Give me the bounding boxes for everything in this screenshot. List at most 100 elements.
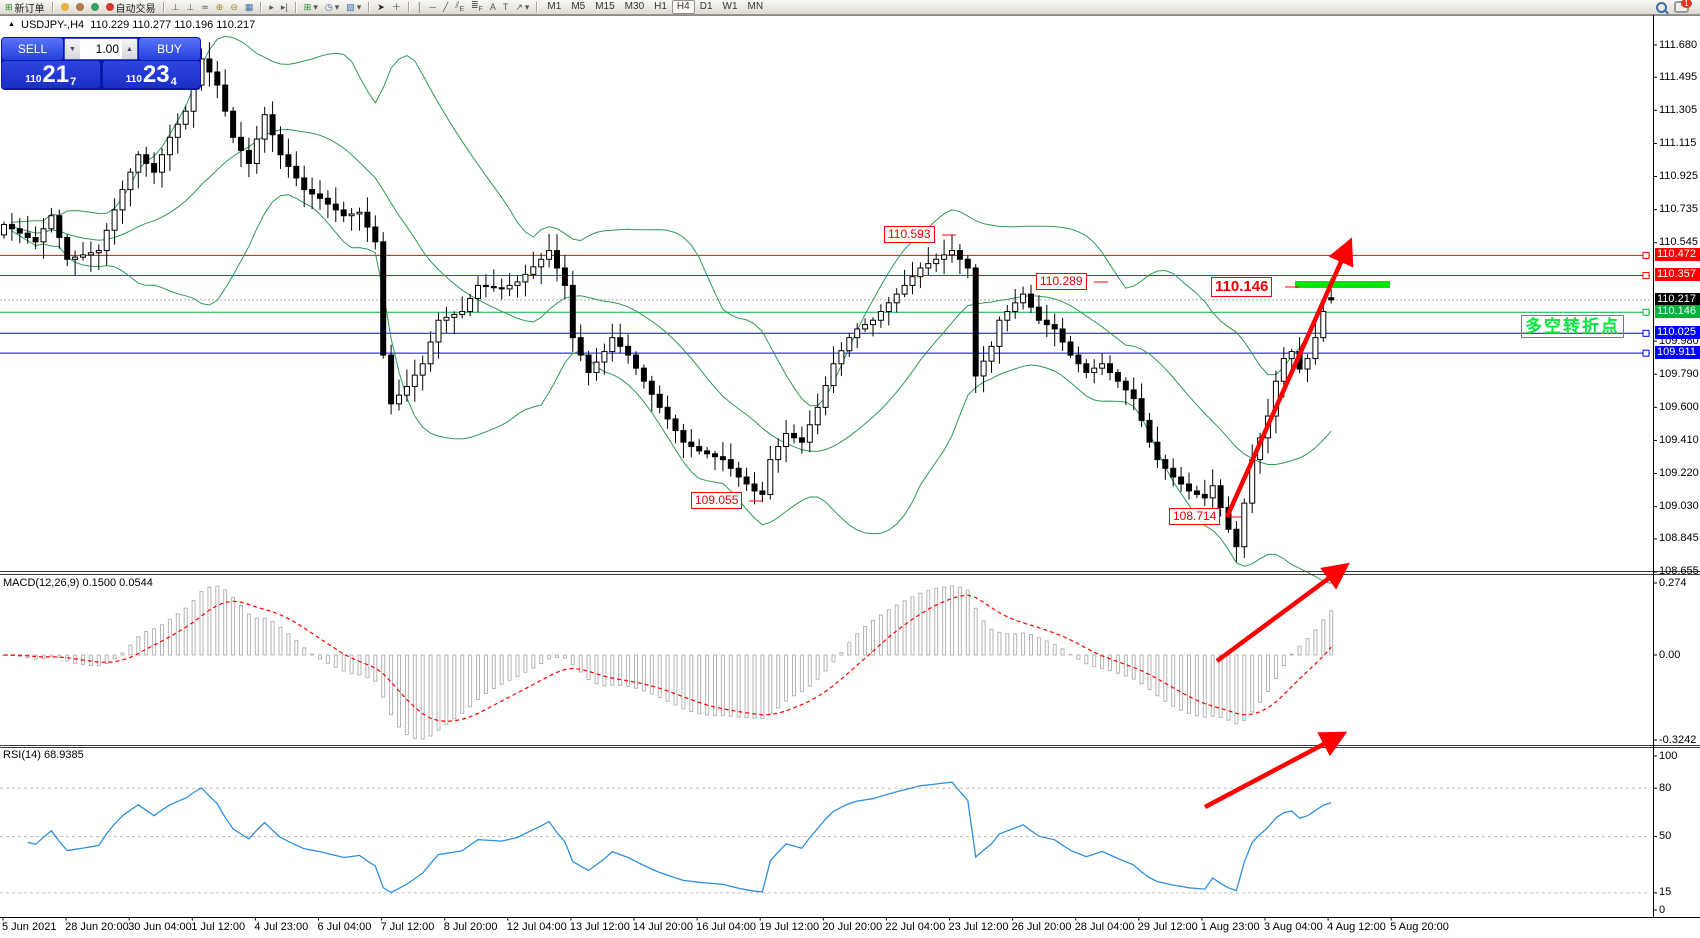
toolbar-separator <box>368 1 371 13</box>
time-axis-label: 23 Jul 12:00 <box>948 921 1009 933</box>
time-axis-label: 4 Aug 12:00 <box>1327 921 1386 933</box>
toolbar-separator <box>51 1 54 13</box>
timeframe-button-d1[interactable]: D1 <box>699 1 713 12</box>
fibonacci-tool[interactable]: ≣F <box>468 0 486 14</box>
crosshair-tool[interactable]: ＋ <box>389 1 404 14</box>
price-axis-tick: 109.790 <box>1659 367 1699 380</box>
macd-label: MACD(12,26,9) 0.1500 0.0544 <box>3 577 153 589</box>
buy-button[interactable]: BUY <box>139 38 200 60</box>
notifications-button[interactable]: 1 <box>1671 0 1692 14</box>
cursor-tool[interactable]: ➤ <box>374 1 388 14</box>
text-label-icon: T <box>502 1 509 12</box>
timeframe-button-m5[interactable]: M5 <box>571 1 586 12</box>
timeframe-button-m30[interactable]: M30 <box>624 1 645 12</box>
vertical-line-icon: │ <box>416 1 423 12</box>
time-axis-label: 3 Aug 04:00 <box>1264 921 1323 933</box>
macd-axis-tick: 0.274 <box>1659 576 1687 589</box>
rsi-axis-tick: 15 <box>1659 886 1672 899</box>
indicators-button[interactable]: ⊥ <box>169 1 183 14</box>
price-annotation-110-593[interactable]: 110.593 <box>884 226 935 243</box>
auto-scroll-icon: ▸ <box>269 1 274 12</box>
sell-price-button[interactable]: 110 21 7 <box>2 61 100 88</box>
time-axis-label: 28 Jul 04:00 <box>1074 921 1135 933</box>
data-window-icon: ⊥ <box>186 1 195 12</box>
new-chart-dropdown[interactable]: ⊞ ▾ <box>301 1 321 14</box>
new-order-label: 新订单 <box>14 3 45 15</box>
channel-tool[interactable]: ⫽E <box>452 0 467 14</box>
price-annotation-110-289[interactable]: 110.289 <box>1036 273 1087 290</box>
price-annotation-109-055[interactable]: 109.055 <box>691 492 743 509</box>
price-axis-tick: 111.305 <box>1659 103 1698 116</box>
zoom-in-icon: ⊕ <box>215 1 224 12</box>
timeframe-button-m1[interactable]: M1 <box>547 1 562 12</box>
timeframe-button-m15[interactable]: M15 <box>595 1 615 12</box>
price-annotation-108-714[interactable]: 108.714 <box>1169 508 1221 525</box>
time-axis-label: 7 Jul 12:00 <box>380 921 435 933</box>
zoom-in-button[interactable]: ⊕ <box>213 1 227 14</box>
data-window-button[interactable]: ⊥ <box>183 1 197 14</box>
text-label-tool[interactable]: T <box>500 1 512 14</box>
notification-badge: 1 <box>1681 0 1692 8</box>
chart-ohlc-values: 110.229 110.277 110.196 110.217 <box>90 19 256 31</box>
timeframe-button-w1[interactable]: W1 <box>722 1 738 12</box>
arrows-dropdown[interactable]: ↗ ▾ <box>512 1 532 14</box>
new-order-button[interactable]: ⊞ 新订单 <box>2 1 48 15</box>
chart-symbol-period: USDJPY-,H4 <box>21 19 85 31</box>
buy-price-button[interactable]: 110 23 4 <box>102 61 200 88</box>
volume-decrease-button[interactable]: ▼ <box>65 39 80 59</box>
timeframe-button-h4[interactable]: H4 <box>671 0 695 14</box>
price-annotation-110-146[interactable]: 110.146 <box>1211 277 1273 297</box>
auto-scroll-button[interactable]: ▸ <box>266 1 277 14</box>
chart-shift-icon: ▸| <box>280 1 288 12</box>
volume-input[interactable]: 1.00 <box>80 39 122 59</box>
toolbar-separator <box>536 1 539 13</box>
chevron-down-icon: ▾ <box>334 1 340 12</box>
price-axis-tick: 110.925 <box>1659 170 1698 183</box>
tile-windows-button[interactable]: ▦ <box>242 1 257 14</box>
one-click-trading-panel: SELL ▼ 1.00 ▲ BUY 110 21 7 110 23 4 <box>1 37 201 90</box>
trendline-tool[interactable]: ╱ <box>440 1 451 14</box>
time-axis-label: 12 Jul 04:00 <box>506 921 567 933</box>
styler-button[interactable] <box>58 1 72 14</box>
collapse-triangle-icon: ▲ <box>8 21 15 28</box>
crosshair-icon: ＋ <box>391 1 401 12</box>
timeframe-button-mn[interactable]: MN <box>747 1 764 12</box>
vertical-line-tool[interactable]: │ <box>414 1 426 14</box>
profile-button[interactable] <box>73 1 87 14</box>
indicators-icon: ⊥ <box>171 1 180 12</box>
search-button[interactable] <box>1653 1 1670 14</box>
timeframe-button-h1[interactable]: H1 <box>654 1 667 12</box>
macd-axis-tick: -0.3242 <box>1659 733 1697 746</box>
time-axis-label: 16 Jul 04:00 <box>696 921 757 933</box>
autotrade-button[interactable]: 自动交易 <box>103 1 159 15</box>
sell-price-pip: 7 <box>70 76 77 88</box>
turning-point-note[interactable]: 多空转折点 <box>1521 315 1624 338</box>
zoom-out-button[interactable]: ⊖ <box>227 1 241 14</box>
rsi-label: RSI(14) 68.9385 <box>3 749 84 761</box>
price-axis-tick: 110.545 <box>1659 236 1698 249</box>
toolbar-separator <box>407 1 410 13</box>
time-axis-label: 13 Jul 12:00 <box>569 921 630 933</box>
trendline-icon: ╱ <box>442 1 449 12</box>
period-dropdown[interactable]: ◷ ▾ <box>322 1 342 14</box>
time-axis-label: 6 Jul 04:00 <box>317 921 372 933</box>
price-line-badge: 110.357 <box>1655 268 1700 282</box>
price-axis-tick: 109.220 <box>1659 467 1699 480</box>
signal-button[interactable] <box>88 1 102 14</box>
horizontal-line-icon: ─ <box>429 1 436 12</box>
chevron-down-icon: ▾ <box>356 1 362 12</box>
objects-list-button[interactable]: ≃ <box>198 1 212 14</box>
autotrade-label: 自动交易 <box>115 3 156 15</box>
toolbar-separator <box>260 1 263 13</box>
volume-increase-button[interactable]: ▲ <box>122 39 137 59</box>
horizontal-line-tool[interactable]: ─ <box>426 1 438 14</box>
main-toolbar: ⊞ 新订单 自动交易 ⊥ ⊥ ≃ ⊕ ⊖ ▦ ▸ ▸| ⊞ ▾ ◷ ▾ ▧ ▾ ➤ ＋… <box>0 0 1700 15</box>
text-tool[interactable]: A <box>487 1 499 14</box>
sell-button[interactable]: SELL <box>2 38 63 60</box>
tile-windows-icon: ▦ <box>244 1 254 12</box>
chart-shift-button[interactable]: ▸| <box>278 1 291 14</box>
price-axis-tick: 109.030 <box>1659 500 1699 513</box>
template-dropdown[interactable]: ▧ ▾ <box>343 1 364 14</box>
